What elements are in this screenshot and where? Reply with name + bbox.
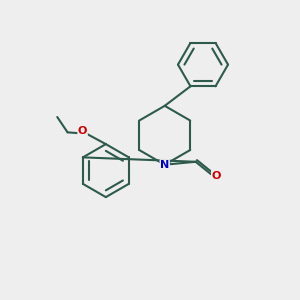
- Text: O: O: [212, 171, 221, 181]
- Text: N: N: [160, 160, 169, 170]
- Text: O: O: [78, 126, 87, 136]
